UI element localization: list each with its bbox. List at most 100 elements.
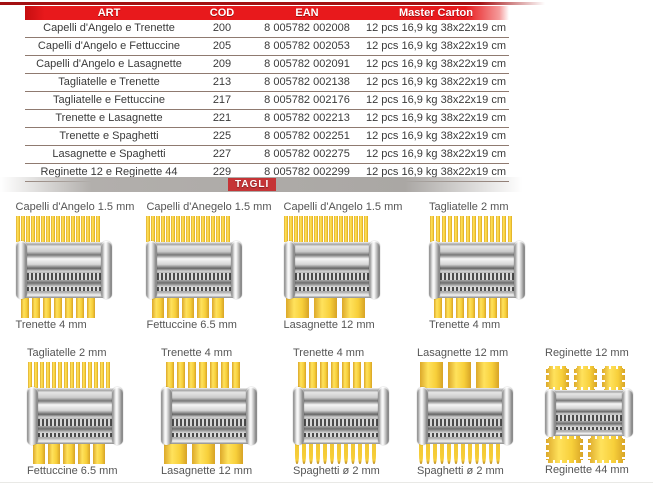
- pasta-strip: [286, 298, 310, 318]
- cell-cod: 217: [212, 94, 232, 106]
- pasta-strip: [30, 216, 35, 242]
- pasta-strip: [95, 216, 100, 242]
- cutting-rings: [22, 286, 105, 291]
- pasta-strip: [188, 362, 196, 388]
- pasta-strip: [75, 298, 84, 318]
- cutter-bottom-label: Lasagnette 12 mm: [283, 319, 375, 331]
- pasta-strip: [34, 362, 38, 388]
- pasta-strip: [456, 298, 464, 318]
- pasta-strip: [182, 298, 195, 318]
- cutting-rings: [290, 286, 373, 291]
- table-row: Trenette e Lasagnette 221 8 005782 00221…: [25, 110, 509, 128]
- pasta-strip: [474, 444, 479, 464]
- cutting-rings: [34, 432, 116, 437]
- pasta-strip: [191, 444, 215, 464]
- cell-ean: 8 005782 002275: [264, 148, 350, 160]
- cutter-top-label: Capelli d'Anegelo 1.5 mm: [146, 201, 272, 213]
- pasta-strip: [467, 444, 472, 464]
- cutter-bottom-label: Fettuccine 6.5 mm: [27, 465, 118, 477]
- cutting-rings: [300, 432, 382, 437]
- pasta-strip: [167, 298, 180, 318]
- roller-body: [300, 388, 382, 444]
- pasta-strip: [86, 298, 95, 318]
- cutter-card: Tagliatelle 2 mm Fettuccine 6.5 mm: [27, 346, 123, 478]
- pasta-strip: [502, 216, 506, 242]
- cell-art: Trenette e Lasagnette: [55, 112, 163, 124]
- pasta-strip: [70, 362, 74, 388]
- cutters-row-2: Tagliatelle 2 mm Fettuccine 6.5 mm Trene…: [8, 346, 653, 478]
- cutting-rings: [436, 272, 518, 280]
- cell-ean: 8 005782 002008: [264, 22, 350, 34]
- roller-left-cap: [161, 387, 172, 445]
- pasta-strip: [350, 444, 355, 464]
- cell-ean: 8 005782 002176: [264, 94, 350, 106]
- pasta-strip: [490, 216, 494, 242]
- pasta-strip: [358, 216, 363, 242]
- cutters-row-1: Capelli d'Angelo 1.5 mm Trenette 4 mm Ca…: [8, 200, 544, 332]
- pasta-strip: [181, 216, 186, 242]
- pasta-strip: [176, 216, 181, 242]
- pasta-strip: [442, 216, 446, 242]
- pasta-strip: [434, 298, 442, 318]
- pasta-strip: [342, 362, 350, 388]
- pasta-strips-top: [429, 216, 513, 242]
- pasta-strip: [40, 216, 45, 242]
- pasta-strip: [53, 298, 62, 318]
- pasta-strip: [445, 298, 453, 318]
- pasta-strip: [106, 362, 110, 388]
- pasta-strip: [63, 444, 75, 464]
- pasta-strip: [447, 362, 471, 388]
- cutter-top-label: Tagliatelle 2 mm: [27, 347, 107, 359]
- pasta-strip: [419, 362, 443, 388]
- pasta-strip: [177, 362, 185, 388]
- pasta-strip: [76, 362, 80, 388]
- pasta-strip: [191, 216, 196, 242]
- pasta-strip: [418, 444, 423, 464]
- pasta-strip: [70, 216, 75, 242]
- pasta-strip: [58, 362, 62, 388]
- pasta-strip: [342, 298, 366, 318]
- cutting-rings: [290, 272, 373, 280]
- cutter-card: Tagliatelle 2 mm Trenette 4 mm: [429, 200, 525, 332]
- cell-master-carton: 12 pcs 16,9 kg 38x22x19 cm: [365, 166, 507, 178]
- cell-master-carton: 12 pcs 16,9 kg 38x22x19 cm: [365, 112, 507, 124]
- pasta-strip: [216, 216, 221, 242]
- pasta-strip: [303, 216, 308, 242]
- roller-body: [436, 242, 518, 298]
- cell-master-carton: 12 pcs 16,9 kg 38x22x19 cm: [365, 58, 507, 70]
- roller-right-cap: [246, 387, 257, 445]
- pasta-strip: [199, 362, 207, 388]
- cutter-top-label: Lasagnette 12 mm: [417, 347, 509, 359]
- roller-right-cap: [368, 241, 380, 299]
- roller-right-cap: [622, 389, 633, 437]
- cell-master-carton: 12 pcs 16,9 kg 38x22x19 cm: [365, 130, 507, 142]
- cutter-bottom-label: Lasagnette 12 mm: [161, 465, 253, 477]
- pasta-strip: [371, 444, 376, 464]
- pasta-strip: [161, 216, 166, 242]
- cutting-rings: [168, 418, 250, 426]
- product-spec-table: ART COD EAN Master Carton Capelli d'Ange…: [25, 6, 509, 182]
- cell-ean: 8 005782 002251: [264, 130, 350, 142]
- roller-left-cap: [27, 387, 38, 445]
- cutter-top-label: Capelli d'Angelo 1.5 mm: [283, 201, 403, 213]
- cutting-rings: [153, 272, 236, 280]
- column-header-master-carton: Master Carton: [399, 7, 473, 19]
- roller-body: [22, 242, 105, 298]
- table-header-row: ART COD EAN Master Carton: [25, 6, 509, 20]
- pasta-strip: [343, 216, 348, 242]
- pasta-strip: [308, 444, 313, 464]
- roller-right-cap: [378, 387, 389, 445]
- roller-right-cap: [514, 241, 525, 299]
- pasta-strip: [508, 216, 512, 242]
- pasta-strip: [75, 216, 80, 242]
- pasta-strip: [318, 216, 323, 242]
- pasta-strip: [46, 362, 50, 388]
- cutter-top-label: Tagliatelle 2 mm: [429, 201, 509, 213]
- pasta-cutter-roller: [27, 387, 123, 445]
- pasta-strip: [460, 444, 465, 464]
- pasta-strip: [288, 216, 293, 242]
- pasta-strip: [90, 216, 95, 242]
- column-header-art: ART: [97, 7, 121, 19]
- cell-ean: 8 005782 002091: [264, 58, 350, 70]
- table-row: Trenette e Spaghetti 225 8 005782 002251…: [25, 128, 509, 146]
